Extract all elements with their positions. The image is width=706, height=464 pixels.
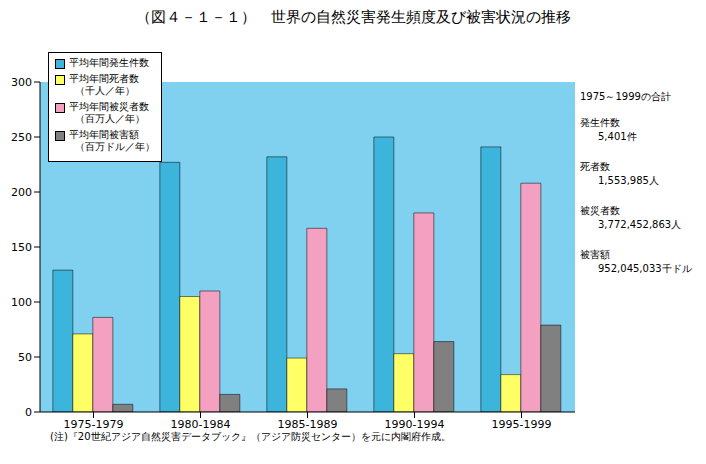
html-text:3,772,452,863人: 3,772,452,863人: [598, 219, 682, 230]
svg-text:1995-1999: 1995-1999: [492, 418, 552, 431]
svg-text:150: 150: [11, 241, 32, 254]
html-text:1975～1999の合計: 1975～1999の合計: [580, 91, 671, 102]
svg-text:1980-1984: 1980-1984: [171, 418, 231, 431]
html-text:（千人／年）: （千人／年）: [75, 85, 135, 96]
html-text:5,401件: 5,401件: [598, 131, 637, 142]
html-text:被災者数: 被災者数: [580, 205, 620, 216]
svg-text:250: 250: [11, 131, 32, 144]
html-text:（百万ドル／年）: （百万ドル／年）: [75, 141, 155, 152]
html-text:952,045,033千ドル: 952,045,033千ドル: [598, 263, 692, 274]
svg-text:200: 200: [11, 186, 32, 199]
svg-text:100: 100: [11, 296, 32, 309]
html-text:（図４－１－１） 世界の自然災害発生頻度及び被害状況の推移: （図４－１－１） 世界の自然災害発生頻度及び被害状況の推移: [135, 8, 571, 26]
svg-text:1985-1989: 1985-1989: [278, 418, 338, 431]
svg-text:1990-1994: 1990-1994: [385, 418, 445, 431]
html-text:（百万人／年）: （百万人／年）: [75, 113, 145, 124]
html-text:発生件数: 発生件数: [580, 117, 620, 128]
html-text:平均年間被災者数: 平均年間被災者数: [69, 101, 149, 112]
html-text:平均年間被害額: 平均年間被害額: [69, 129, 139, 140]
svg-text:1975-1979: 1975-1979: [64, 418, 124, 431]
svg-text:300: 300: [11, 76, 32, 89]
html-text:1,553,985人: 1,553,985人: [598, 175, 659, 186]
html-text:平均年間死者数: 平均年間死者数: [69, 73, 139, 84]
html-text:被害額: 被害額: [580, 249, 610, 260]
svg-text:50: 50: [18, 351, 32, 364]
svg-text:0: 0: [25, 406, 32, 419]
html-text:(注)『20世紀アジア自然災害データブック』（アジア防災セン: (注)『20世紀アジア自然災害データブック』（アジア防災センター）を元に内閣府作…: [50, 431, 451, 442]
html-text:死者数: 死者数: [580, 161, 610, 172]
html-text:平均年間発生件数: 平均年間発生件数: [69, 57, 149, 68]
